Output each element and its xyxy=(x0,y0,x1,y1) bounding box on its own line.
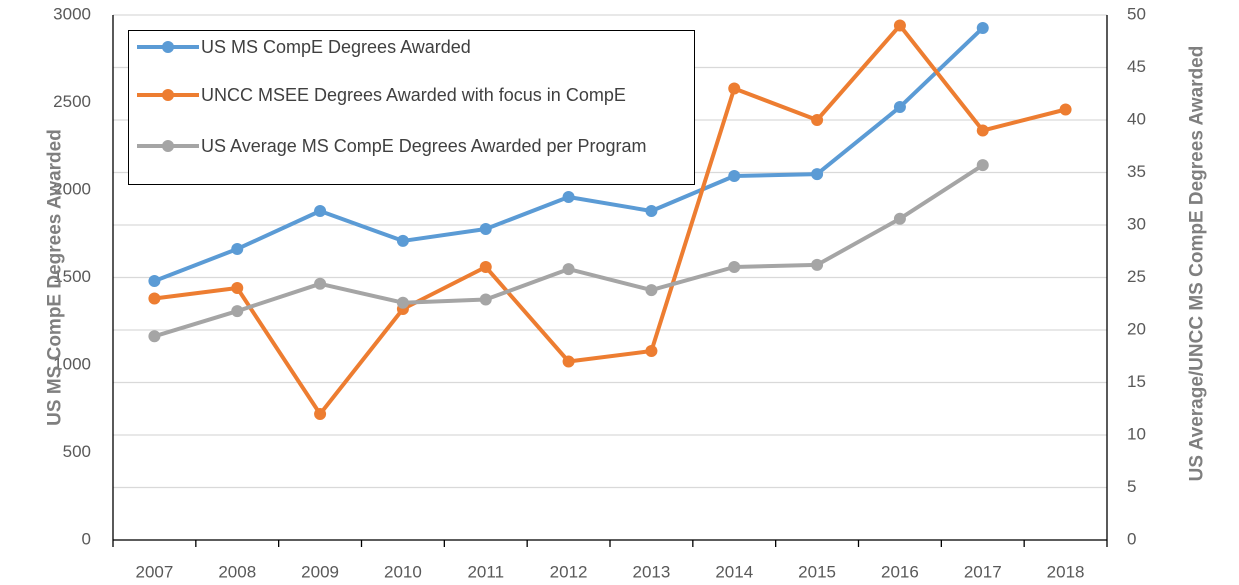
y-tick-label: 0 xyxy=(82,529,91,548)
legend-marker xyxy=(162,140,174,152)
y-tick-label: 1500 xyxy=(53,267,91,286)
x-tick-label: 2008 xyxy=(218,562,256,581)
x-tick-label: 2009 xyxy=(301,562,339,581)
point xyxy=(811,114,824,126)
x-tick-label: 2017 xyxy=(964,562,1002,581)
series-line xyxy=(154,23,1067,416)
y2-tick-label: 35 xyxy=(1127,162,1146,181)
point xyxy=(148,275,161,287)
y2-tick-label: 30 xyxy=(1127,214,1146,233)
legend-entry: US Average MS CompE Degrees Awarded per … xyxy=(135,134,690,159)
x-tick-label: 2015 xyxy=(798,562,836,581)
y-tick-label: 2500 xyxy=(53,92,91,111)
point xyxy=(314,408,327,420)
legend-icon xyxy=(137,89,199,101)
x-tick-label: 2007 xyxy=(136,562,174,581)
point xyxy=(562,191,575,203)
point xyxy=(893,101,906,114)
legend: US MS CompE Degrees Awarded UNCC MSEE Deg… xyxy=(128,30,695,185)
y2-axis-title: US Average/UNCC MS CompE Degrees Awarded xyxy=(1186,45,1208,482)
point xyxy=(893,19,906,32)
y2-tick-label: 25 xyxy=(1127,267,1146,286)
point xyxy=(148,292,161,305)
point xyxy=(645,284,658,297)
point xyxy=(231,282,244,294)
x-tick-label: 2013 xyxy=(633,562,671,581)
point xyxy=(728,170,741,182)
y2-tick-label: 45 xyxy=(1127,57,1146,76)
point xyxy=(148,330,161,343)
x-tick-label: 2014 xyxy=(715,562,753,581)
point xyxy=(231,305,244,318)
point xyxy=(893,212,906,225)
legend-entry: US MS CompE Degrees Awarded xyxy=(135,35,690,60)
legend-icon xyxy=(137,41,199,53)
point xyxy=(479,261,492,273)
y2-tick-label: 50 xyxy=(1127,4,1146,23)
y-axis-title: US MS CompE Degrees Awarded xyxy=(44,129,66,426)
x-tick-label: 2010 xyxy=(384,562,422,581)
y2-tick-label: 15 xyxy=(1127,372,1146,391)
y2-tick-label: 5 xyxy=(1127,477,1136,496)
legend-entry: UNCC MSEE Degrees Awarded with focus in … xyxy=(135,83,690,108)
point xyxy=(811,168,824,181)
legend-label: US MS CompE Degrees Awarded xyxy=(201,37,471,57)
legend-marker xyxy=(162,41,174,53)
x-tick-label: 2016 xyxy=(881,562,919,581)
y-tick-label: 1000 xyxy=(53,354,91,373)
x-tick-label: 2018 xyxy=(1047,562,1085,581)
legend-icon xyxy=(137,140,199,152)
x-tick-label: 2012 xyxy=(550,562,588,581)
point xyxy=(976,124,989,137)
point xyxy=(231,242,244,255)
legend-label: US Average MS CompE Degrees Awarded per … xyxy=(201,136,647,156)
point xyxy=(728,261,741,273)
x-tick-label: 2011 xyxy=(467,562,504,581)
point xyxy=(645,345,658,357)
point xyxy=(314,205,327,217)
point xyxy=(976,159,989,172)
y2-tick-label: 40 xyxy=(1127,109,1146,128)
point xyxy=(562,263,575,276)
y2-tick-label: 10 xyxy=(1127,424,1146,443)
point xyxy=(396,234,409,247)
series-line xyxy=(153,163,984,339)
y2-tick-label: 0 xyxy=(1127,529,1136,548)
point xyxy=(1059,103,1072,116)
point xyxy=(479,293,492,306)
point xyxy=(811,258,824,271)
point xyxy=(728,82,741,95)
y-tick-label: 500 xyxy=(63,442,91,461)
point xyxy=(396,296,409,309)
y-tick-label: 2000 xyxy=(53,179,91,198)
point xyxy=(314,277,327,290)
legend-label: UNCC MSEE Degrees Awarded with focus in … xyxy=(201,85,626,105)
y2-tick-label: 20 xyxy=(1127,319,1146,338)
point xyxy=(479,223,492,236)
point xyxy=(976,21,989,34)
point xyxy=(562,355,575,368)
legend-marker xyxy=(162,89,174,101)
y-tick-label: 3000 xyxy=(53,4,91,23)
point xyxy=(645,205,658,217)
